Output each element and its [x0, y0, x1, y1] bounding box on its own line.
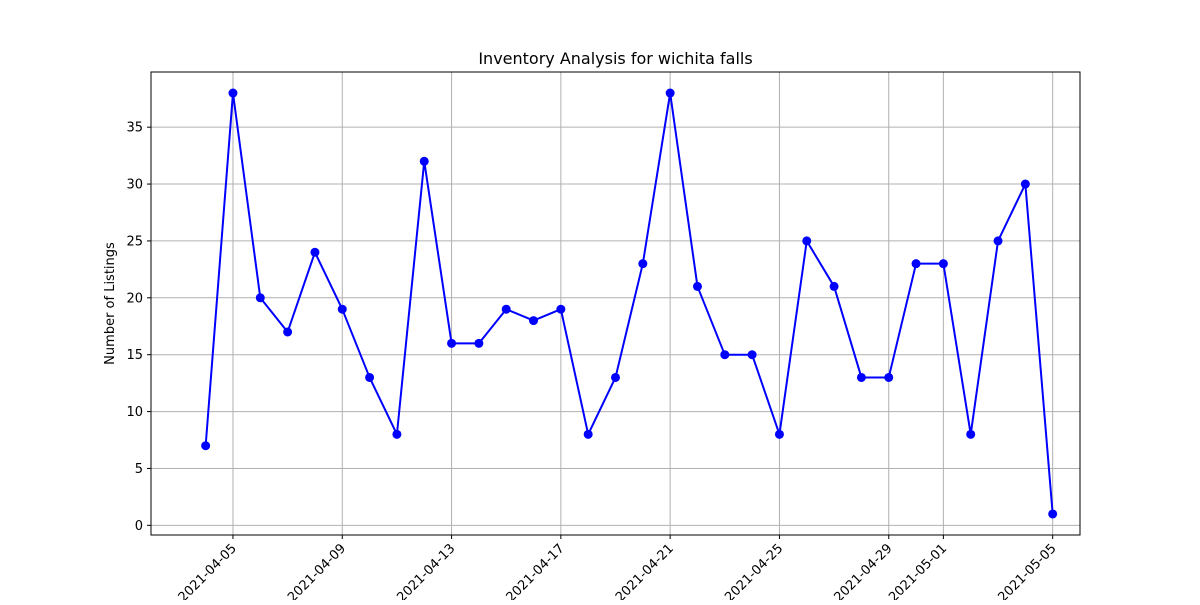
- x-tick-label: 2021-05-01: [886, 541, 950, 600]
- data-point: [474, 338, 484, 348]
- x-axis-ticks: 2021-04-05 2021-04-09 2021-04-13 2021-04-17…: [176, 535, 1060, 605]
- x-tick-label: 2021-04-25: [722, 541, 786, 600]
- data-point: [337, 304, 347, 314]
- chart-title: Inventory Analysis for wichita falls: [478, 49, 752, 68]
- data-point: [583, 429, 593, 439]
- data-point: [774, 429, 784, 439]
- data-point: [829, 281, 839, 291]
- data-point: [529, 316, 539, 326]
- data-point: [365, 372, 375, 382]
- data-point: [993, 236, 1003, 246]
- data-point: [966, 429, 976, 439]
- data-point: [720, 350, 730, 360]
- y-tick-label: 20: [126, 291, 143, 306]
- data-point: [938, 259, 948, 269]
- y-tick-label: 10: [126, 405, 143, 420]
- x-tick-label: 2021-04-09: [285, 541, 349, 600]
- x-tick-label: 2021-04-17: [504, 541, 568, 600]
- data-point: [884, 372, 894, 382]
- data-point: [911, 259, 921, 269]
- data-point: [255, 293, 265, 303]
- data-point: [228, 88, 238, 98]
- y-axis-label: Number of Listings: [103, 242, 118, 365]
- data-point: [1048, 509, 1058, 519]
- data-point: [856, 372, 866, 382]
- series-listings: [201, 88, 1058, 519]
- data-point: [283, 327, 293, 337]
- data-point: [501, 304, 511, 314]
- grid-lines: [151, 72, 1080, 535]
- x-tick-label: 2021-04-13: [394, 541, 458, 600]
- data-point: [556, 304, 566, 314]
- y-tick-label: 15: [126, 348, 143, 363]
- y-tick-label: 30: [126, 178, 143, 193]
- y-axis-ticks: 0 5 10 15 20 25 30 35: [126, 121, 151, 534]
- data-point: [1020, 179, 1030, 189]
- y-tick-label: 5: [135, 462, 143, 477]
- plot-area-frame: [150, 71, 1081, 536]
- data-point: [392, 429, 402, 439]
- data-point: [611, 372, 620, 382]
- x-tick-label: 2021-05-05: [995, 541, 1059, 600]
- data-point: [692, 281, 702, 291]
- y-tick-label: 25: [126, 234, 143, 249]
- x-tick-label: 2021-04-05: [176, 541, 240, 600]
- y-tick-label: 35: [126, 121, 143, 136]
- x-tick-label: 2021-04-21: [613, 541, 677, 600]
- data-point: [447, 338, 457, 348]
- data-point: [747, 350, 757, 360]
- data-point: [802, 236, 812, 246]
- data-point: [638, 259, 648, 269]
- data-point: [310, 247, 320, 257]
- series-line: [204, 92, 1054, 515]
- y-tick-label: 0: [135, 519, 143, 534]
- x-tick-label: 2021-04-29: [832, 541, 896, 600]
- data-point: [419, 156, 429, 166]
- data-point: [665, 88, 675, 98]
- data-point: [201, 441, 211, 451]
